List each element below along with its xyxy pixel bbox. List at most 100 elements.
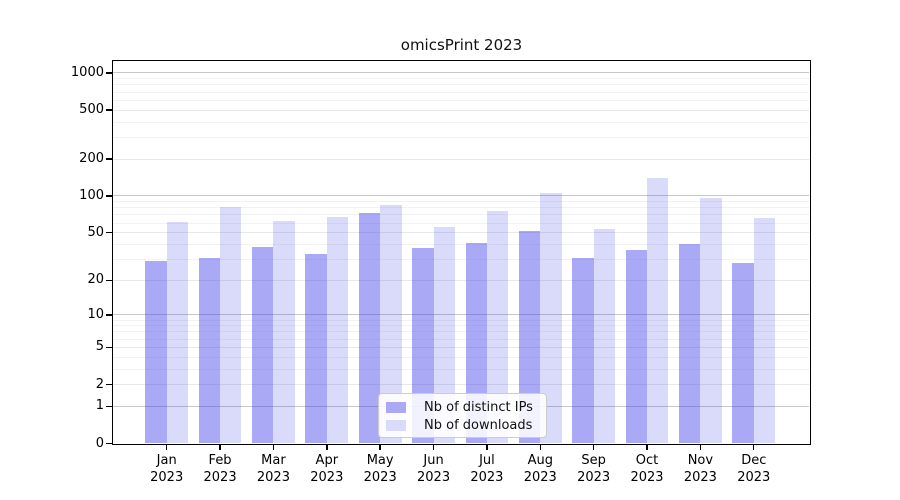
bar-distinct-ips: [732, 262, 754, 443]
y-tick-mark: [106, 279, 113, 281]
y-tick-label: 100: [79, 187, 104, 203]
gridline-minor: [113, 325, 809, 327]
y-tick-label: 200: [79, 151, 104, 167]
y-tick-mark: [106, 231, 113, 234]
gridline-minor: [113, 222, 809, 224]
bar-downloads: [166, 222, 189, 443]
bar-distinct-ips: [625, 249, 648, 443]
gridline-minor: [113, 319, 809, 321]
y-tick-label: 1: [95, 398, 104, 414]
y-tick-mark: [106, 383, 113, 386]
bar-downloads: [380, 205, 402, 443]
gridline-major: [113, 195, 809, 197]
bar-distinct-ips: [305, 254, 327, 443]
bar-distinct-ips: [145, 261, 167, 443]
y-tick-label: 10: [87, 306, 104, 322]
gridline-minor: [113, 84, 809, 86]
bar-downloads: [540, 193, 562, 443]
bar-distinct-ips: [518, 230, 541, 443]
x-tick-label: May 2023: [363, 453, 397, 485]
y-tick-label: 0: [95, 435, 104, 451]
bar-downloads: [486, 211, 509, 443]
bar-downloads: [326, 217, 349, 443]
x-tick-mark: [272, 443, 275, 450]
x-tick-label: Feb 2023: [203, 453, 237, 485]
y-tick-label: 2: [95, 376, 104, 392]
x-tick-mark: [219, 443, 221, 450]
bar-distinct-ips: [252, 247, 274, 443]
gridline-minor: [113, 121, 809, 123]
x-tick-label: Oct 2023: [630, 453, 664, 485]
y-tick-mark: [106, 346, 113, 349]
y-tick-label: 1000: [70, 64, 104, 80]
x-tick-label: Aug 2023: [523, 453, 557, 485]
x-tick-mark: [326, 443, 328, 450]
gridline-minor: [113, 91, 809, 93]
x-tick-mark: [539, 443, 541, 450]
legend-swatch-distinct-ips-icon: [386, 401, 406, 413]
legend-label-distinct-ips: Nb of distinct IPs: [424, 399, 533, 415]
legend-label-downloads: Nb of downloads: [424, 417, 533, 433]
chart-title: omicsPrint 2023: [400, 36, 523, 54]
x-tick-label: Dec 2023: [737, 453, 771, 485]
x-tick-label: Apr 2023: [310, 453, 344, 485]
y-tick-label: 5: [95, 339, 104, 355]
x-tick-label: Mar 2023: [256, 453, 290, 485]
x-tick-mark: [486, 443, 488, 450]
y-tick-mark: [106, 195, 113, 197]
gridline-minor: [113, 331, 809, 333]
bar-distinct-ips: [679, 244, 701, 443]
gridline-labeled: [113, 279, 809, 281]
gridline-minor: [113, 214, 809, 216]
bar-downloads: [647, 178, 669, 443]
y-tick-mark: [106, 405, 113, 407]
bar-distinct-ips: [572, 257, 594, 443]
legend: Nb of distinct IPs Nb of downloads: [378, 393, 547, 438]
gridline-minor: [113, 201, 809, 203]
x-tick-label: Jan 2023: [150, 453, 184, 485]
gridline-labeled: [113, 158, 809, 160]
gridline-minor: [113, 136, 809, 138]
gridline-labeled: [113, 109, 809, 111]
gridline-minor: [113, 368, 809, 370]
gridline-labeled: [113, 384, 809, 386]
gridline-major: [113, 314, 809, 316]
x-tick-mark: [592, 443, 595, 450]
x-tick-label: Jul 2023: [470, 453, 504, 485]
bar-downloads: [700, 197, 722, 443]
gridline-labeled: [113, 232, 809, 234]
gridline-minor: [113, 356, 809, 358]
y-tick-mark: [106, 314, 113, 316]
bar-downloads: [753, 217, 776, 443]
plot-area: [113, 61, 809, 443]
gridline-minor: [113, 338, 809, 340]
y-tick-mark: [106, 158, 113, 160]
y-tick-label: 500: [79, 102, 104, 118]
gridline-labeled: [113, 346, 809, 348]
y-tick-mark: [106, 109, 113, 111]
x-tick-mark: [166, 443, 168, 450]
x-tick-label: Nov 2023: [683, 453, 717, 485]
bar-downloads: [220, 207, 242, 443]
gridline-minor: [113, 258, 809, 260]
gridline-minor: [113, 99, 809, 101]
bar-distinct-ips: [198, 257, 221, 443]
bar-downloads: [273, 221, 295, 443]
gridline-minor: [113, 207, 809, 209]
x-tick-mark: [432, 443, 435, 450]
x-tick-mark: [646, 443, 648, 450]
bar-distinct-ips: [358, 213, 381, 443]
legend-swatch-downloads-icon: [386, 419, 406, 431]
y-tick-label: 50: [87, 224, 104, 240]
x-tick-label: Sep 2023: [577, 453, 611, 485]
legend-item-distinct-ips: Nb of distinct IPs: [386, 399, 538, 415]
y-tick-mark: [106, 72, 113, 74]
x-tick-mark: [379, 443, 381, 450]
bar-downloads: [593, 228, 616, 443]
y-tick-mark: [106, 442, 113, 445]
bar-downloads: [433, 226, 455, 443]
x-tick-mark: [753, 443, 755, 450]
y-tick-label: 20: [87, 272, 104, 288]
gridline-major: [113, 72, 809, 74]
